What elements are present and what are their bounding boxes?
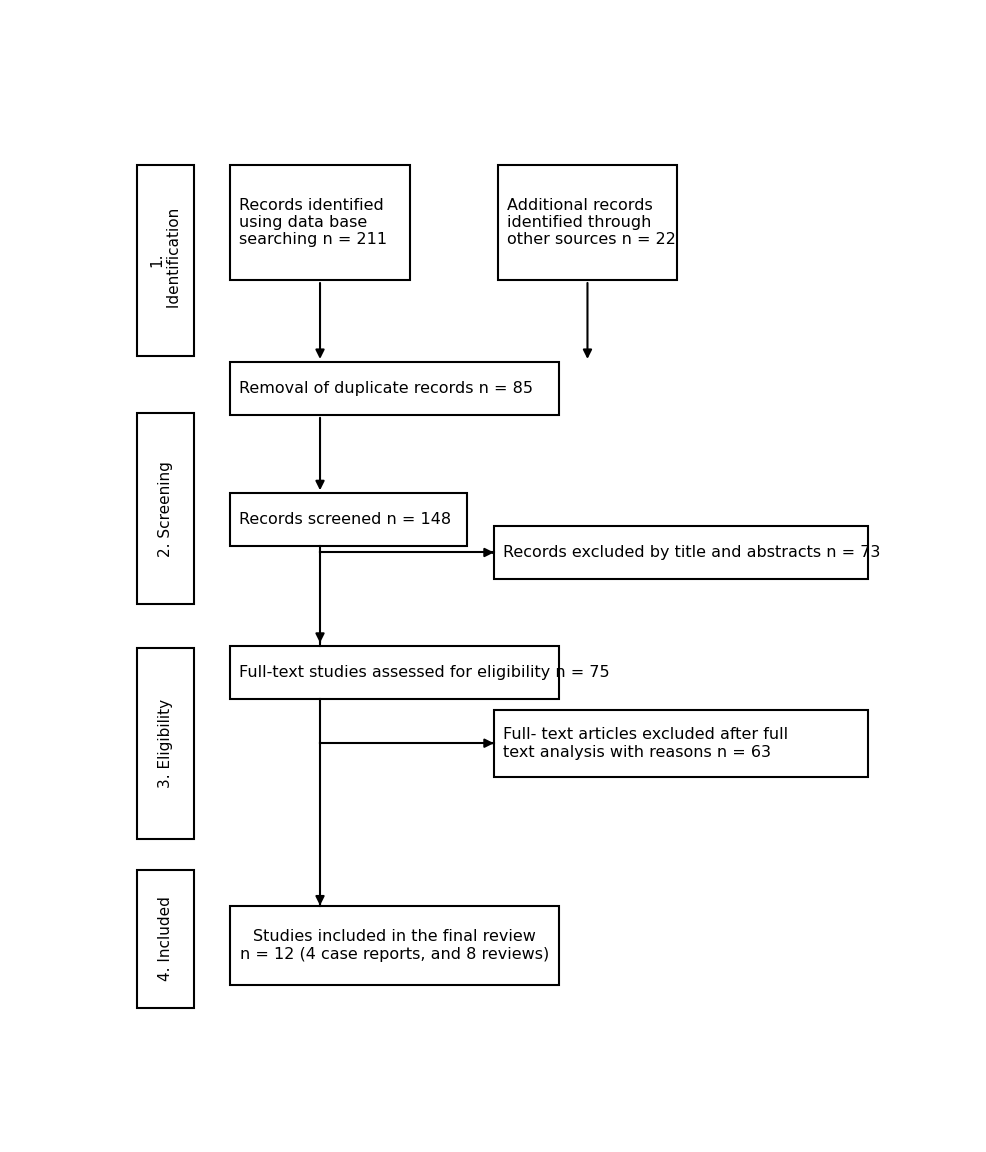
Bar xyxy=(494,711,869,776)
Bar xyxy=(137,165,194,356)
Text: Full-text studies assessed for eligibility n = 75: Full-text studies assessed for eligibili… xyxy=(240,665,610,680)
Bar xyxy=(137,649,194,839)
Bar xyxy=(498,165,677,280)
Text: 1.
 Identification: 1. Identification xyxy=(150,207,181,313)
Bar xyxy=(137,870,194,1008)
Bar xyxy=(137,414,194,604)
Text: Full- text articles excluded after full
text analysis with reasons n = 63: Full- text articles excluded after full … xyxy=(503,727,788,760)
Text: Records screened n = 148: Records screened n = 148 xyxy=(240,513,452,528)
Text: Additional records
identified through
other sources n = 22: Additional records identified through ot… xyxy=(507,198,675,248)
Bar xyxy=(230,645,559,699)
Text: Records identified
using data base
searching n = 211: Records identified using data base searc… xyxy=(240,198,387,248)
Bar xyxy=(230,493,467,546)
Bar xyxy=(230,362,559,415)
Bar xyxy=(230,905,559,985)
Text: 3. Eligibility: 3. Eligibility xyxy=(158,699,174,788)
Bar xyxy=(494,525,869,579)
Text: Removal of duplicate records n = 85: Removal of duplicate records n = 85 xyxy=(240,381,533,396)
Text: 4. Included: 4. Included xyxy=(158,896,174,982)
Text: 2. Screening: 2. Screening xyxy=(158,461,174,556)
Text: Studies included in the final review
n = 12 (4 case reports, and 8 reviews): Studies included in the final review n =… xyxy=(240,930,549,962)
Text: Records excluded by title and abstracts n = 73: Records excluded by title and abstracts … xyxy=(503,545,880,560)
Bar xyxy=(230,165,410,280)
